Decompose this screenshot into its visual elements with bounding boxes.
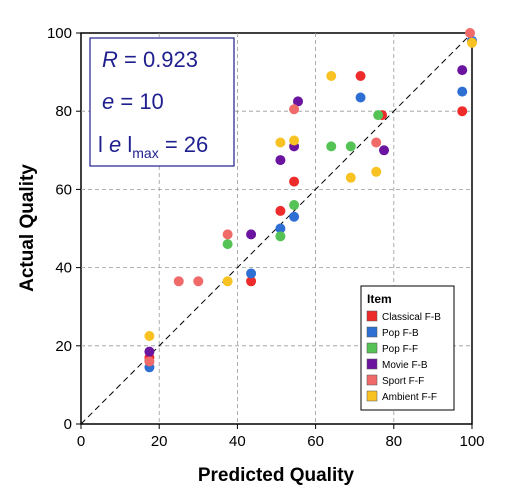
data-point (355, 92, 366, 103)
legend-items: Classical F-B Pop F-B Pop F-F Movie F-B Spor… (366, 310, 441, 403)
data-point (222, 239, 233, 250)
data-point (345, 172, 356, 183)
data-point (246, 268, 257, 279)
data-point (275, 231, 286, 242)
data-point (345, 141, 356, 152)
data-point (144, 331, 155, 342)
x-tick-label: 100 (459, 433, 484, 450)
data-point (144, 346, 155, 357)
data-point (293, 96, 304, 107)
legend-swatch (366, 358, 378, 370)
data-point (465, 28, 476, 38)
data-point (173, 276, 184, 287)
stat-r: R = 0.923 (102, 47, 198, 72)
data-point (275, 223, 286, 234)
data-point (222, 276, 233, 287)
y-axis-label: Actual Quality (17, 164, 38, 292)
data-point (193, 276, 204, 287)
y-tick-label: 60 (55, 181, 72, 198)
data-point (371, 166, 382, 177)
data-point (355, 71, 366, 82)
data-point (275, 205, 286, 216)
data-point (457, 86, 468, 97)
legend-label: Pop F-B (382, 328, 419, 339)
y-tick-label: 100 (47, 25, 72, 42)
data-point (289, 200, 300, 211)
series-pop-f-f (222, 110, 384, 250)
y-tick-label: 80 (55, 103, 72, 120)
legend-label: Classical F-B (382, 312, 441, 323)
legend-swatch (366, 342, 378, 354)
data-points (144, 28, 477, 373)
legend-label: Ambient F-F (382, 392, 437, 403)
x-tick-label: 60 (307, 433, 324, 450)
stats-box: R = 0.923 e = 10 l e lmax = 26 (89, 37, 235, 167)
data-point (467, 37, 477, 48)
y-tick-label: 40 (55, 260, 72, 277)
x-tick-label: 20 (151, 433, 168, 450)
legend-swatch (366, 374, 378, 386)
data-point (289, 176, 300, 187)
stats-box-frame (89, 37, 235, 167)
legend-label: Sport F-F (382, 376, 424, 387)
y-tick-label: 20 (55, 338, 72, 355)
data-point (326, 71, 337, 82)
data-point (222, 229, 233, 240)
data-point (246, 276, 257, 287)
data-point (246, 229, 257, 240)
legend-swatch (366, 310, 378, 322)
data-point (144, 356, 155, 367)
stat-emax: l e lmax = 26 (98, 132, 208, 161)
data-point (275, 137, 286, 148)
y-tick-label: 0 (64, 416, 72, 433)
x-tick-label: 40 (229, 433, 246, 450)
series-sport-f-f (144, 28, 476, 367)
legend-label: Movie F-B (382, 360, 428, 371)
x-tick-label: 0 (77, 433, 85, 450)
legend-label: Pop F-F (382, 344, 418, 355)
series-ambient-f-f (144, 37, 477, 342)
legend: Item Classical F-B Pop F-B Pop F-F Movie F-… (360, 285, 455, 411)
axis-ticks: 0 20 40 60 80 100 0 20 40 60 80 100 (47, 25, 485, 450)
stat-e: e = 10 (102, 89, 164, 114)
data-point (371, 137, 382, 148)
data-point (326, 141, 337, 152)
legend-swatch (366, 390, 378, 402)
data-point (289, 211, 300, 222)
series-movie-f-b (144, 65, 468, 357)
data-point (379, 145, 390, 156)
data-point (289, 104, 300, 115)
x-tick-label: 80 (385, 433, 402, 450)
x-axis-label: Predicted Quality (198, 465, 355, 486)
data-point (373, 110, 384, 121)
data-point (457, 106, 468, 117)
data-point (289, 135, 300, 146)
legend-title: Item (367, 292, 392, 306)
legend-swatch (366, 326, 378, 338)
data-point (275, 155, 286, 166)
data-point (457, 65, 468, 76)
